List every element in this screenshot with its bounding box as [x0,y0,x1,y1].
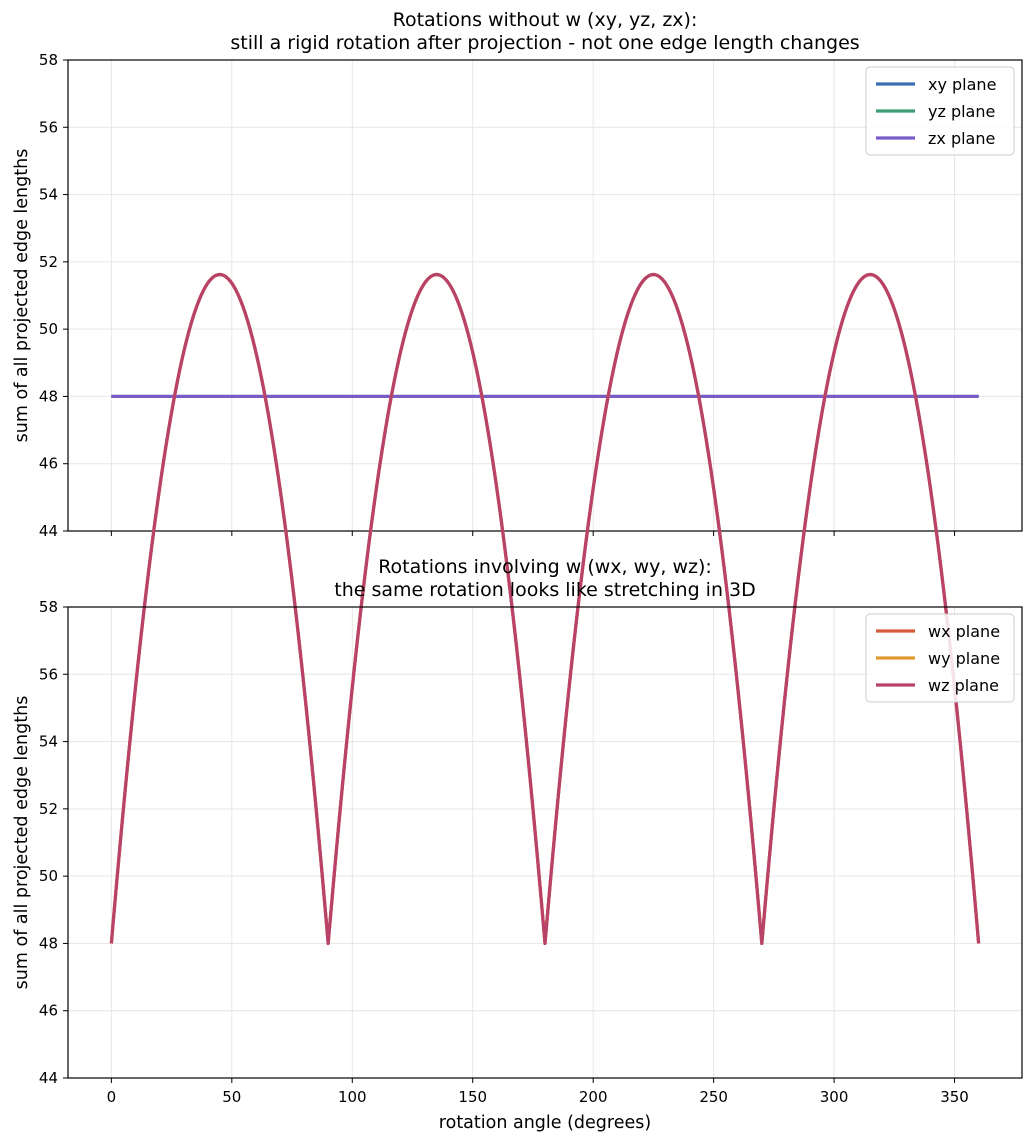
legend-label: yz plane [928,102,995,121]
legend-label: wy plane [928,649,1000,668]
y-tick-label: 44 [39,1069,58,1087]
chart-subtitle: still a rigid rotation after projection … [230,32,859,54]
series-line-wx-plane [109,272,981,946]
legend-label: wx plane [928,622,1000,641]
y-tick-label: 46 [39,1002,58,1020]
y-tick-label: 56 [39,118,58,136]
y-tick-label: 48 [39,934,58,952]
x-tick-label: 0 [107,1088,117,1106]
legend-label: xy plane [928,75,996,94]
x-tick-label: 150 [458,1088,487,1106]
x-tick-label: 250 [699,1088,728,1106]
legend: xy plane yz plane zx plane [865,66,1015,156]
legend-label: zx plane [928,129,995,148]
x-tick-label: 100 [338,1088,367,1106]
x-axis-label: rotation angle (degrees) [439,1113,651,1133]
y-tick-label: 44 [39,522,58,540]
panel-2: 0 50 100 150 200 250 300 350 44 46 48 50 52 54 56 58 Rot… [12,272,1023,1133]
panel-1: 44 46 48 50 52 54 56 58 Rotations without w (xy,… [12,9,1023,540]
legend-label: wz plane [928,676,999,695]
y-tick-label: 52 [39,253,58,271]
y-tick-label: 54 [39,186,58,204]
chart-subtitle: the same rotation looks like stretching … [334,579,756,601]
y-tick-label: 48 [39,387,58,405]
legend-frame [865,66,1015,156]
y-tick-label: 50 [39,320,58,338]
y-tick-label: 58 [39,51,58,69]
legend: wx plane wy plane wz plane [865,613,1015,703]
y-axis-label: sum of all projected edge lengths [12,696,32,990]
x-tick-label: 50 [222,1088,241,1106]
y-tick-label: 56 [39,665,58,683]
y-tick-label: 58 [39,598,58,616]
y-tick-label: 50 [39,867,58,885]
chart-title: Rotations without w (xy, yz, zx): [393,9,698,31]
x-tick-label: 300 [820,1088,849,1106]
y-axis-label: sum of all projected edge lengths [12,149,32,443]
chart-title: Rotations involving w (wx, wy, wz): [378,556,712,578]
x-tick-label: 350 [940,1088,969,1106]
y-tick-label: 52 [39,800,58,818]
axes-frame [67,59,1023,532]
series-line-wy-plane [109,272,981,946]
axes-frame [67,606,1023,1079]
legend-frame [865,613,1015,703]
y-tick-label: 54 [39,733,58,751]
y-tick-label: 46 [39,455,58,473]
x-tick-label: 200 [579,1088,608,1106]
series-line-wz-plane [109,272,981,946]
